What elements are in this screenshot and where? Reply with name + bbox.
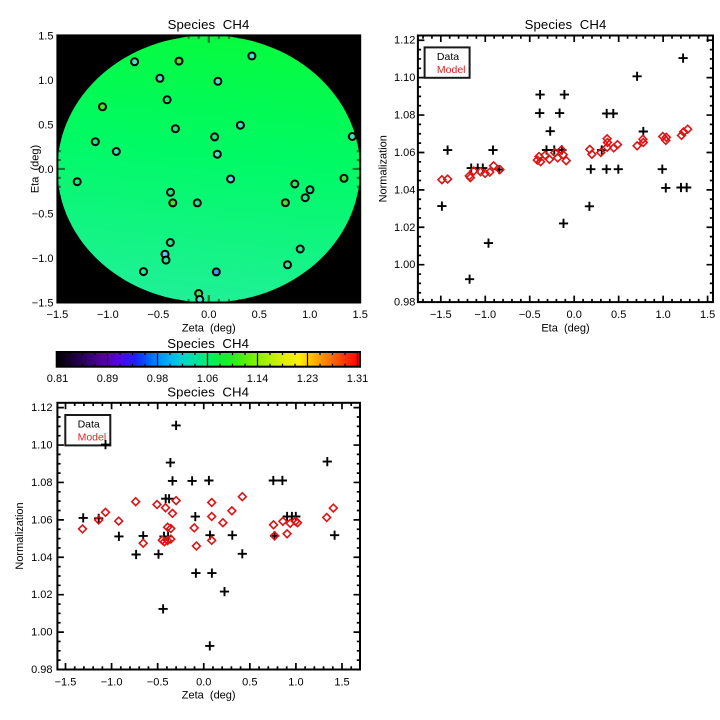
svg-text:1.06: 1.06 xyxy=(394,147,415,159)
svg-text:−1.5: −1.5 xyxy=(32,298,54,310)
svg-text:Zeta (deg): Zeta (deg) xyxy=(182,690,236,702)
svg-text:−1.0: −1.0 xyxy=(101,677,123,689)
svg-text:1.02: 1.02 xyxy=(31,589,52,601)
svg-text:−1.0: −1.0 xyxy=(32,253,54,265)
svg-text:1.02: 1.02 xyxy=(394,222,415,234)
svg-text:Data: Data xyxy=(78,419,100,431)
svg-text:0.89: 0.89 xyxy=(97,373,118,385)
svg-text:−0.5: −0.5 xyxy=(519,309,541,321)
svg-text:Species CH4: Species CH4 xyxy=(167,385,249,400)
svg-text:0.81: 0.81 xyxy=(47,373,68,385)
svg-text:1.06: 1.06 xyxy=(197,373,218,385)
svg-text:1.0: 1.0 xyxy=(655,309,670,321)
svg-text:Species CH4: Species CH4 xyxy=(168,17,250,32)
svg-text:0.0: 0.0 xyxy=(38,164,53,176)
svg-text:1.04: 1.04 xyxy=(31,552,52,564)
svg-text:Data: Data xyxy=(437,51,459,63)
svg-text:Species CH4: Species CH4 xyxy=(525,17,607,32)
svg-text:1.23: 1.23 xyxy=(297,373,318,385)
svg-text:−1.5: −1.5 xyxy=(47,309,69,321)
svg-text:1.04: 1.04 xyxy=(394,184,415,196)
svg-text:Species CH4: Species CH4 xyxy=(167,336,249,351)
svg-text:1.5: 1.5 xyxy=(353,309,368,321)
svg-text:Eta (deg): Eta (deg) xyxy=(541,323,589,335)
svg-text:1.00: 1.00 xyxy=(394,259,415,271)
svg-text:0.5: 0.5 xyxy=(252,309,267,321)
svg-text:Zeta (deg): Zeta (deg) xyxy=(182,323,236,335)
svg-text:0.0: 0.0 xyxy=(567,309,582,321)
svg-text:−1.0: −1.0 xyxy=(97,309,119,321)
svg-text:−0.5: −0.5 xyxy=(147,309,169,321)
svg-text:−1.0: −1.0 xyxy=(474,309,496,321)
svg-text:0.0: 0.0 xyxy=(196,677,211,689)
svg-text:Model: Model xyxy=(437,64,466,76)
svg-text:1.12: 1.12 xyxy=(31,402,52,414)
svg-text:1.12: 1.12 xyxy=(394,35,415,47)
svg-text:1.10: 1.10 xyxy=(394,72,415,84)
svg-text:−1.5: −1.5 xyxy=(430,309,452,321)
svg-text:0.98: 0.98 xyxy=(147,373,168,385)
svg-text:1.31: 1.31 xyxy=(347,373,368,385)
svg-text:0.98: 0.98 xyxy=(31,664,52,676)
svg-text:0.5: 0.5 xyxy=(38,119,53,131)
svg-text:1.06: 1.06 xyxy=(31,514,52,526)
svg-text:1.5: 1.5 xyxy=(700,309,715,321)
svg-text:0.5: 0.5 xyxy=(611,309,626,321)
svg-text:1.0: 1.0 xyxy=(38,75,53,87)
svg-text:1.00: 1.00 xyxy=(31,627,52,639)
svg-text:1.5: 1.5 xyxy=(38,30,53,42)
svg-text:Eta (deg): Eta (deg) xyxy=(30,145,42,193)
svg-text:1.0: 1.0 xyxy=(302,309,317,321)
svg-text:0.0: 0.0 xyxy=(201,309,216,321)
svg-text:0.98: 0.98 xyxy=(394,297,415,309)
svg-text:1.08: 1.08 xyxy=(394,110,415,122)
svg-text:−0.5: −0.5 xyxy=(147,677,169,689)
svg-text:1.08: 1.08 xyxy=(31,477,52,489)
svg-text:Model: Model xyxy=(78,431,107,443)
svg-text:0.5: 0.5 xyxy=(242,677,257,689)
svg-text:Normalization: Normalization xyxy=(14,502,26,569)
svg-text:1.10: 1.10 xyxy=(31,440,52,452)
svg-text:−1.5: −1.5 xyxy=(55,677,77,689)
svg-text:1.5: 1.5 xyxy=(334,677,349,689)
svg-text:Normalization: Normalization xyxy=(378,135,390,202)
svg-text:−0.5: −0.5 xyxy=(32,208,54,220)
svg-text:1.14: 1.14 xyxy=(247,373,268,385)
svg-text:1.0: 1.0 xyxy=(288,677,303,689)
